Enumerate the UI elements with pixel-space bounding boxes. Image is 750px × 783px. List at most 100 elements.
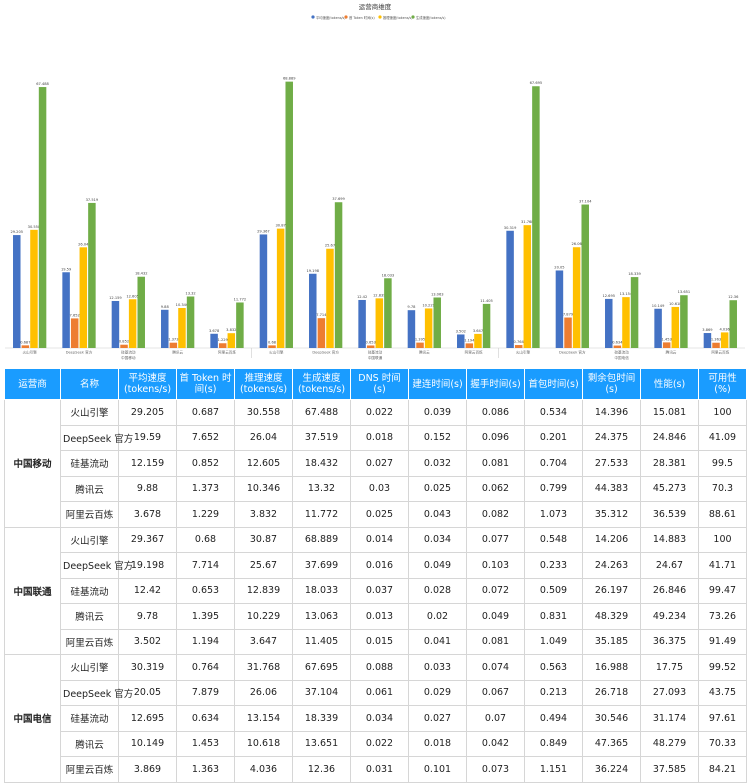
provider-name-cell: 火山引擎: [60, 399, 119, 426]
bar: [662, 342, 671, 348]
legend-label: 首 Token 时间(s): [349, 15, 375, 20]
value-cell: 31.174: [640, 705, 699, 732]
value-cell: 27.533: [582, 450, 641, 477]
value-cell: 49.234: [640, 603, 699, 630]
operator-cell: 中国移动: [4, 399, 61, 528]
value-cell: 0.018: [350, 424, 409, 451]
value-cell: 14.206: [582, 526, 641, 553]
value-cell: 1.373: [176, 475, 235, 502]
value-cell: 0.049: [408, 552, 467, 579]
bar: [317, 318, 326, 348]
data-label: 12.36: [728, 295, 739, 299]
value-cell: 0.563: [524, 654, 583, 681]
provider-name-cell: DeepSeek 官方: [60, 424, 133, 451]
value-cell: 12.42: [118, 577, 177, 604]
data-label: 3.869: [702, 328, 713, 332]
value-cell: 13.063: [292, 603, 351, 630]
bar: [186, 296, 195, 348]
value-cell: 35.312: [582, 501, 641, 528]
table-row: 腾讯云 10.149 1.453 10.618 13.651 0.022 0.018 0.04…: [5, 730, 747, 757]
table-row: 中国联通 火山引擎 29.367 0.68 30.87 68.889 0.014 0.034 0…: [4, 526, 747, 655]
value-cell: 0.039: [408, 399, 467, 426]
data-label: 12.605: [126, 294, 139, 298]
value-cell: 0.031: [350, 756, 409, 783]
group-label: 中国移动: [121, 355, 136, 360]
bar: [482, 303, 491, 348]
value-cell: 0.034: [350, 705, 409, 732]
column-header: 首 Token 时间(s): [176, 368, 235, 400]
value-cell: 67.488: [292, 399, 351, 426]
bar: [465, 343, 474, 348]
value-cell: 99.52: [698, 654, 747, 681]
value-cell: 0.018: [408, 730, 467, 757]
value-cell: 30.319: [118, 654, 177, 681]
data-label: 9.78: [407, 305, 416, 309]
value-cell: 17.75: [640, 654, 699, 681]
bar: [62, 272, 70, 348]
value-cell: 0.096: [466, 424, 525, 451]
data-label: 1.395: [415, 338, 425, 342]
value-cell: 88.61: [698, 501, 747, 528]
data-label: 0.687: [20, 340, 30, 344]
provider-name-cell: 阿里云百炼: [60, 756, 119, 783]
table-row: DeepSeek 官方 19.198 7.714 25.67 37.699 0.016 0.…: [5, 552, 747, 579]
x-tick-label: DeepSeek 官方: [312, 350, 339, 355]
bar: [285, 81, 293, 348]
value-cell: 30.546: [582, 705, 641, 732]
bar: [613, 345, 622, 348]
value-cell: 0.061: [350, 679, 409, 706]
provider-name-cell: 硅基流动: [60, 450, 119, 477]
value-cell: 24.263: [582, 552, 641, 579]
column-header: 首包时间(s): [524, 368, 583, 400]
column-header: 运营商: [4, 368, 61, 400]
value-cell: 0.014: [350, 526, 409, 553]
value-cell: 0.074: [466, 654, 525, 681]
value-cell: 73.26: [698, 603, 747, 630]
data-label: 7.879: [563, 313, 574, 317]
value-cell: 26.846: [640, 577, 699, 604]
value-cell: 26.718: [582, 679, 641, 706]
bar: [433, 297, 441, 348]
value-cell: 0.68: [176, 526, 235, 553]
data-label: 31.768: [521, 220, 534, 224]
value-cell: 35.185: [582, 628, 641, 655]
value-cell: 0.013: [350, 603, 409, 630]
bar: [366, 345, 375, 348]
value-cell: 97.61: [698, 705, 747, 732]
data-label: 10.618: [669, 302, 682, 306]
value-cell: 0.067: [466, 679, 525, 706]
bar: [654, 308, 662, 348]
bar: [671, 306, 680, 348]
header-row: 运营商 名称 平均速度(tokens/s) 首 Token 时间(s) 推理速度(tok…: [4, 368, 747, 400]
legend-marker: [411, 15, 415, 19]
legend-label: 平均速度(tokens/s): [316, 15, 346, 20]
value-cell: 0.073: [466, 756, 525, 783]
data-label: 0.852: [119, 340, 129, 344]
provider-name-cell: 腾讯云: [60, 730, 119, 757]
value-cell: 68.889: [292, 526, 351, 553]
x-tick-label: DeepSeek 官方: [559, 350, 586, 355]
value-cell: 0.032: [408, 450, 467, 477]
bar: [720, 332, 729, 348]
value-cell: 24.67: [640, 552, 699, 579]
data-label: 3.832: [226, 328, 236, 332]
value-cell: 0.799: [524, 475, 583, 502]
value-cell: 14.396: [582, 399, 641, 426]
value-cell: 12.695: [118, 705, 177, 732]
bar: [564, 317, 572, 348]
value-cell: 0.086: [466, 399, 525, 426]
value-cell: 0.103: [466, 552, 525, 579]
bar: [680, 295, 688, 348]
value-cell: 0.034: [408, 526, 467, 553]
value-cell: 3.502: [118, 628, 177, 655]
value-cell: 0.049: [466, 603, 525, 630]
value-cell: 0.029: [408, 679, 467, 706]
bar: [236, 302, 244, 348]
value-cell: 0.687: [176, 399, 235, 426]
data-label: 3.678: [209, 329, 220, 333]
legend-marker: [344, 15, 348, 19]
bar: [581, 204, 589, 348]
value-cell: 0.082: [466, 501, 525, 528]
table-row: 硅基流动 12.695 0.634 13.154 18.339 0.034 0.027 0.0…: [5, 705, 747, 732]
